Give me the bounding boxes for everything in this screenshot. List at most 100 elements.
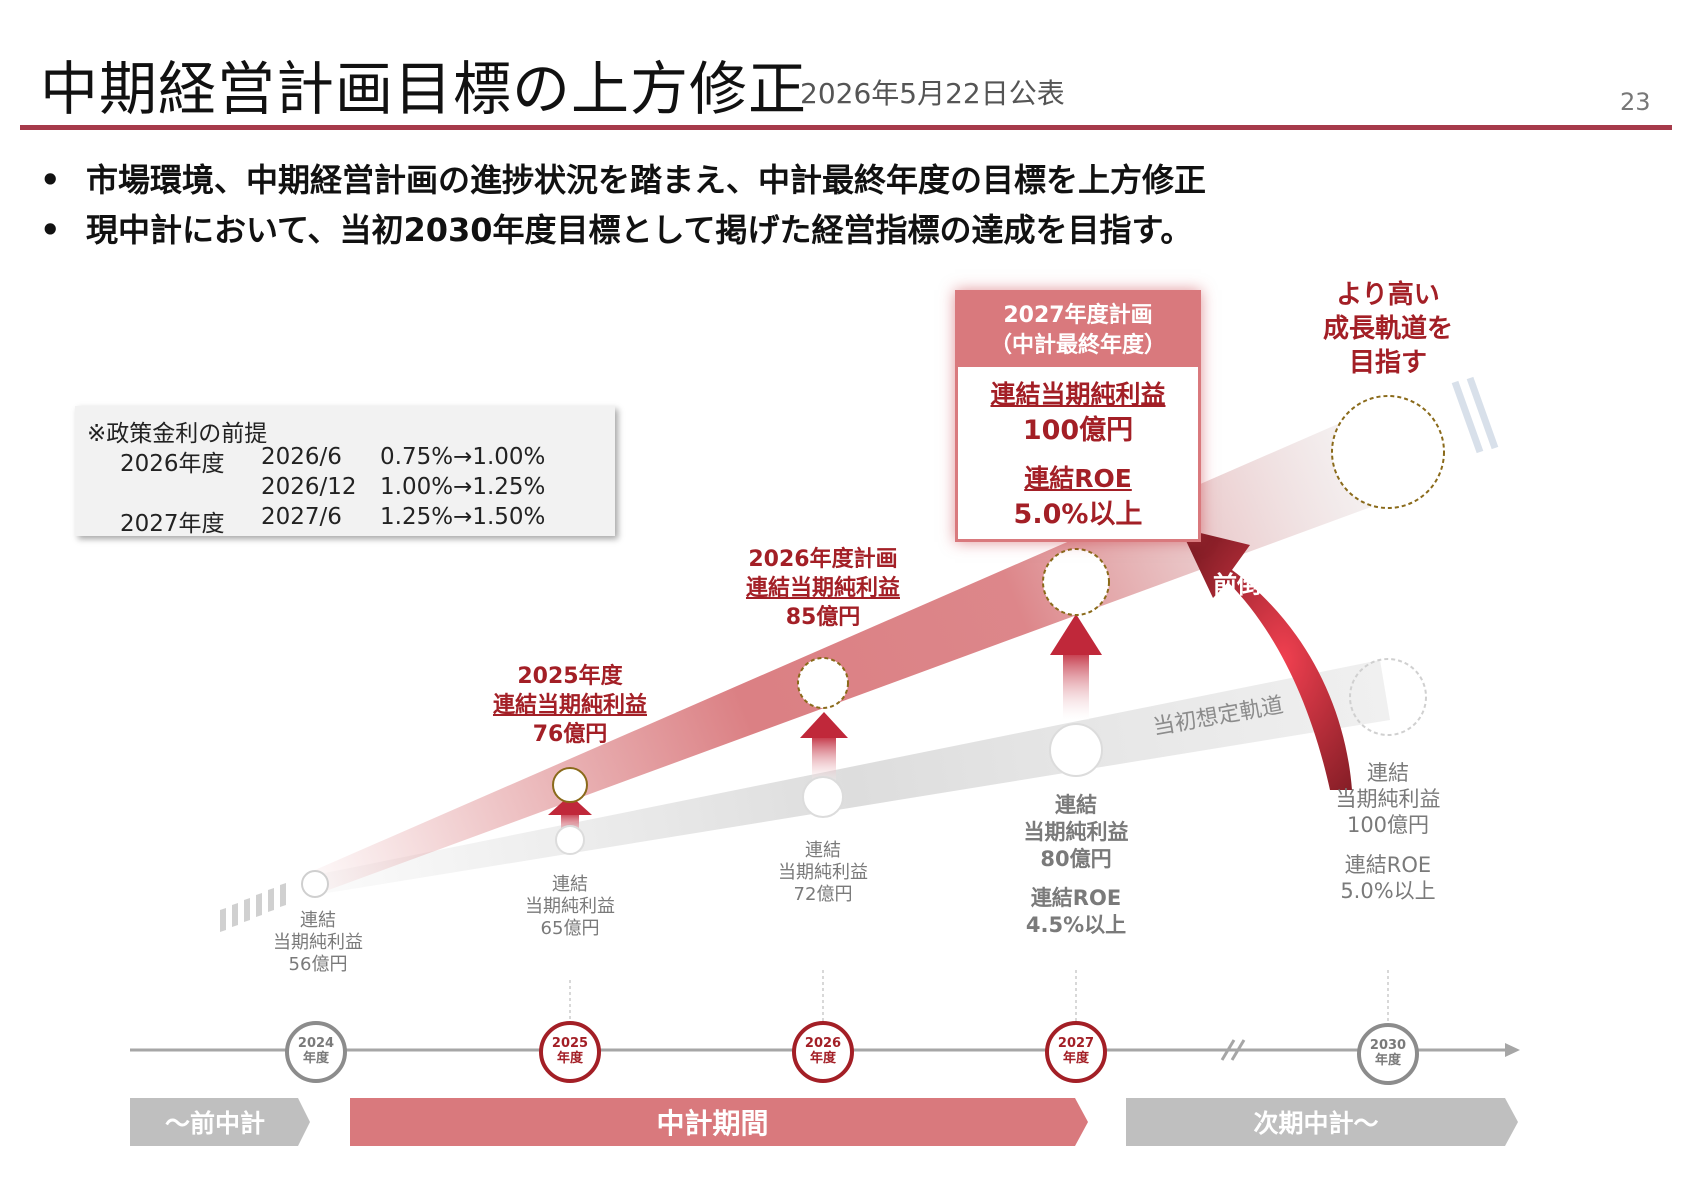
initial-2025-line: 連結 <box>552 874 588 895</box>
year-label-2030: 2030 年度 <box>1363 1038 1413 1068</box>
note-month: 2027/6 <box>261 504 342 530</box>
plan-2027-title: 2027年度計画 <box>1003 303 1153 328</box>
year-marker-2030 <box>1357 1023 1419 1085</box>
year-text: 2026 <box>804 1036 842 1051</box>
revised-point-2025 <box>552 767 588 803</box>
initial-2026-line: 当期純利益 <box>778 862 868 883</box>
year-text: 2025 <box>551 1036 589 1051</box>
initial-2027-line: 80億円 <box>1040 847 1112 871</box>
published-date: 2026年5月22日公表 <box>800 77 1065 110</box>
bullet-text: 市場環境、中期経営計画の進捗状況を踏まえ、中計最終年度の目標を上方修正 <box>86 161 1207 199</box>
initial-2027-line: 4.5%以上 <box>1025 913 1127 937</box>
note-change: 0.75%→1.00% <box>380 444 546 470</box>
result-2025-title: 2025年度 <box>517 664 623 689</box>
note-change: 1.00%→1.25% <box>380 474 546 500</box>
bullet-item: • 現中計において、当初2030年度目標として掲げた経営指標の達成を目指す。 <box>40 205 1192 251</box>
note-fy: 2026年度 <box>120 451 225 477</box>
initial-2025-line: 65億円 <box>540 918 600 939</box>
year-label-2025: 2025 年度 <box>545 1036 595 1066</box>
page-title: 中期経営計画目標の上方修正 <box>40 55 808 123</box>
note-title: ※政策金利の前提 <box>87 421 268 447</box>
initial-2030-line: 連結 <box>1367 761 1409 785</box>
revised-point-2026 <box>797 657 849 709</box>
initial-point-2025 <box>555 825 585 855</box>
period-current-chevron <box>350 1098 1088 1146</box>
initial-point-2030 <box>1349 658 1427 736</box>
year-connectors <box>569 970 1389 1030</box>
bullet-marker: • <box>40 161 61 199</box>
result-2025-label: 2025年度 連結当期純利益 76億円 <box>460 662 680 749</box>
pull-forward-label: 前倒し <box>1213 571 1285 599</box>
axis-break <box>1220 1039 1246 1061</box>
initial-2026-label: 連結 当期純利益 72億円 <box>743 840 903 906</box>
note-fy: 2027年度 <box>120 511 225 537</box>
initial-2030-line: 5.0%以上 <box>1340 879 1436 903</box>
bullet-text: 現中計において、当初2030年度目標として掲げた経営指標の達成を目指す。 <box>86 211 1193 249</box>
higher-growth-line: 目指す <box>1348 348 1427 378</box>
year-unit: 年度 <box>302 1051 329 1066</box>
initial-2030-line: 100億円 <box>1346 813 1430 837</box>
year-unit: 年度 <box>1062 1051 1089 1066</box>
initial-2026-line: 72億円 <box>793 884 853 905</box>
up-arrow-2027 <box>1050 614 1102 720</box>
initial-2024-label: 連結 当期純利益 56億円 <box>238 910 398 976</box>
plan-2027-subtitle: （中計最終年度） <box>989 333 1166 358</box>
plan-2026-label: 2026年度計画 連結当期純利益 85億円 <box>713 545 933 632</box>
plan-2027-metric1-value: 100億円 <box>1022 415 1134 446</box>
initial-2024-line: 56億円 <box>288 954 348 975</box>
plan-2027-header: 2027年度計画 （中計最終年度） <box>958 293 1198 367</box>
initial-2024-line: 連結 <box>300 910 336 931</box>
plan-2027-metric1-label: 連結当期純利益 <box>990 380 1166 409</box>
year-marker-2027 <box>1045 1021 1107 1083</box>
year-text: 2030 <box>1369 1038 1407 1053</box>
initial-2025-label: 連結 当期純利益 65億円 <box>490 874 650 940</box>
initial-2030-label: 連結 当期純利益 100億円 連結ROE 5.0%以上 <box>1298 760 1478 904</box>
result-2025-metric: 連結当期純利益 <box>492 693 647 718</box>
timeline-arrowhead <box>1505 1043 1520 1057</box>
year-label-2026: 2026 年度 <box>798 1036 848 1066</box>
initial-2027-line: 連結ROE <box>1030 886 1122 910</box>
year-marker-2025 <box>539 1021 601 1083</box>
prior-dashes <box>220 883 286 932</box>
initial-point-2026 <box>802 776 844 818</box>
plan-2027-metric2-label: 連結ROE <box>1024 464 1132 493</box>
bullet-item: • 市場環境、中期経営計画の進捗状況を踏まえ、中計最終年度の目標を上方修正 <box>40 155 1206 201</box>
plan-2026-value: 85億円 <box>785 605 861 630</box>
bullet-marker: • <box>40 211 61 249</box>
plan-2027-box: 2027年度計画 （中計最終年度） 連結当期純利益 100億円 連結ROE 5.… <box>955 290 1201 542</box>
note-change: 1.25%→1.50% <box>380 504 546 530</box>
plan-2026-metric: 連結当期純利益 <box>745 576 900 601</box>
initial-2027-line: 当期純利益 <box>1023 820 1129 844</box>
higher-growth-label: より高い 成長軌道を 目指す <box>1288 278 1488 380</box>
period-previous-chevron <box>130 1098 310 1146</box>
year-unit: 年度 <box>809 1051 836 1066</box>
initial-2027-line: 連結 <box>1055 793 1097 817</box>
period-current-label: 中計期間 <box>656 1107 769 1140</box>
plan-2027-metric2-value: 5.0%以上 <box>1013 499 1143 530</box>
rate-assumption-note: ※政策金利の前提 2026年度 2026/6 0.75%→1.00% 2026/… <box>75 406 615 537</box>
year-label-2024: 2024 年度 <box>291 1036 341 1066</box>
initial-point-2024 <box>301 870 329 898</box>
initial-2030-line: 当期純利益 <box>1335 787 1441 811</box>
revised-point-2027 <box>1042 548 1110 616</box>
pull-forward-arrow <box>1180 528 1352 790</box>
note-month: 2026/6 <box>261 444 342 470</box>
period-previous-label: ～前中計 <box>164 1109 265 1138</box>
year-marker-2024 <box>285 1021 347 1083</box>
initial-2024-line: 当期純利益 <box>273 932 363 953</box>
beyond-dashes <box>1451 376 1499 454</box>
plan-2026-title: 2026年度計画 <box>748 547 898 572</box>
year-unit: 年度 <box>556 1051 583 1066</box>
initial-2030-line: 連結ROE <box>1344 853 1432 877</box>
initial-2025-line: 当期純利益 <box>525 896 615 917</box>
target-point-beyond <box>1331 395 1445 509</box>
higher-growth-line: 成長軌道を <box>1322 314 1453 344</box>
page-number: 23 <box>1620 88 1651 116</box>
note-month: 2026/12 <box>261 474 357 500</box>
period-next-chevron <box>1126 1098 1518 1146</box>
up-arrow-2026 <box>800 712 848 783</box>
header-rule <box>20 125 1672 130</box>
period-next-label: 次期中計～ <box>1253 1109 1379 1138</box>
initial-2027-label: 連結 当期純利益 80億円 連結ROE 4.5%以上 <box>986 792 1166 939</box>
year-marker-2026 <box>792 1021 854 1083</box>
